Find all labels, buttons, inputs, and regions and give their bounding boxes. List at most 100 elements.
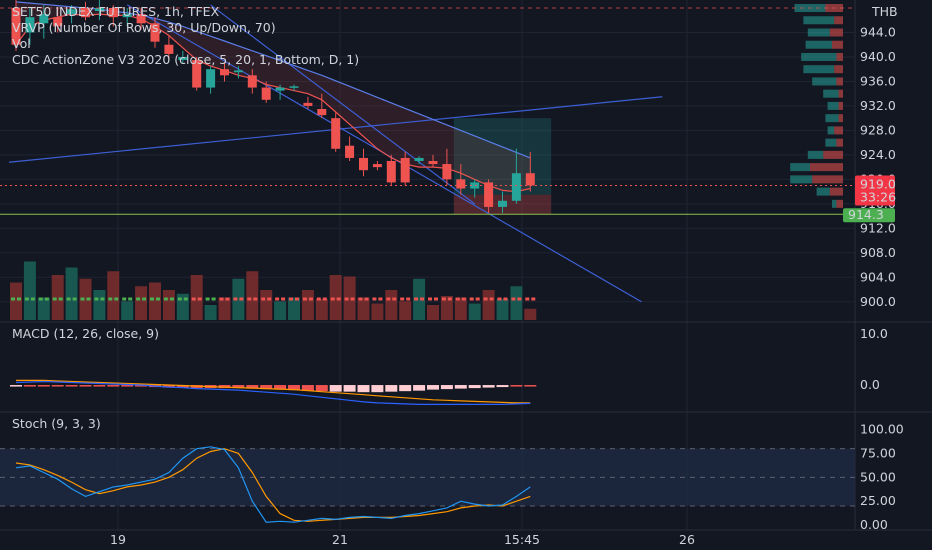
- stoch-tick-label: 0.00: [860, 517, 888, 532]
- volume-profile-down: [829, 187, 843, 196]
- macd-histogram-bar: [176, 385, 189, 388]
- volume-bar: [93, 290, 106, 320]
- macd-histogram-bar: [427, 385, 439, 390]
- macd-histogram-bar: [468, 385, 481, 389]
- candle-body: [525, 173, 535, 186]
- legend-vrvp[interactable]: VRVP (Number Of Rows, 30, Up/Down, 70): [12, 20, 276, 35]
- volume-profile-down: [829, 28, 843, 37]
- candle-body: [345, 145, 355, 158]
- volume-profile-up: [827, 126, 835, 135]
- macd-histogram-bar: [329, 385, 342, 392]
- macd-histogram-bar: [274, 385, 287, 390]
- legend-vol[interactable]: Vol: [12, 36, 31, 51]
- currency-label: THB: [871, 4, 898, 19]
- candle-body: [192, 60, 202, 88]
- volume-bar: [37, 297, 50, 320]
- candle-body: [178, 56, 188, 61]
- volume-profile-down: [812, 175, 843, 184]
- macd-histogram-bar: [413, 385, 426, 391]
- stoch-tick-label: 75.00: [860, 445, 896, 460]
- candle-body: [261, 87, 271, 100]
- volume-bar: [274, 301, 287, 320]
- macd-tick-label: 0.0: [860, 377, 880, 392]
- candle-body: [67, 9, 77, 15]
- candle-body: [94, 8, 104, 12]
- macd-histogram-bar: [79, 385, 92, 387]
- volume-profile-up: [825, 114, 839, 123]
- macd-histogram-bar: [454, 385, 467, 389]
- macd-histogram-bar: [510, 385, 523, 387]
- volume-profile-down: [838, 101, 843, 110]
- volume-profile-down: [834, 16, 843, 25]
- macd-histogram-bar: [524, 385, 537, 387]
- legend-symbol[interactable]: SET50 INDEX FUTURES, 1h, TFEX: [12, 4, 220, 19]
- candle-body: [331, 118, 341, 149]
- ma-fill-zone: [16, 1, 531, 192]
- volume-profile-up: [803, 16, 835, 25]
- time-tick-label: 19: [110, 532, 126, 547]
- candle-body: [164, 44, 174, 54]
- volume-profile-down: [834, 126, 843, 135]
- volume-profile-up: [805, 40, 832, 49]
- macd-histogram-bar: [440, 385, 453, 390]
- macd-histogram-bar: [93, 385, 106, 387]
- candle-body: [275, 87, 285, 91]
- candle-body: [220, 69, 229, 76]
- volume-bar: [107, 271, 120, 320]
- candle-body: [25, 17, 35, 33]
- volume-bar: [23, 261, 36, 320]
- macd-histogram-bar: [357, 385, 370, 393]
- price-tick-label: 908.0: [860, 245, 896, 260]
- candle-body: [511, 173, 521, 201]
- candle-body: [428, 161, 438, 165]
- position-target-zone: [453, 118, 552, 195]
- candle-body: [206, 69, 216, 88]
- volume-profile-up: [812, 77, 837, 86]
- candle-body: [289, 86, 299, 88]
- time-tick-label: 15:45: [504, 532, 540, 547]
- candle-body: [498, 200, 507, 207]
- volume-bar: [301, 290, 314, 320]
- candle-body: [414, 157, 424, 161]
- macd-histogram-bar: [10, 385, 22, 387]
- candle-body: [359, 157, 368, 171]
- macd-histogram-bar: [135, 385, 148, 387]
- volume-profile-up: [823, 89, 839, 98]
- price-tick-label: 928.0: [860, 122, 896, 137]
- legend-stoch[interactable]: Stoch (9, 3, 3): [12, 416, 101, 431]
- volume-profile-down: [823, 150, 843, 159]
- legend: SET50 INDEX FUTURES, 1h, TFEX VRVP (Numb…: [12, 4, 359, 68]
- candle-body: [247, 75, 257, 88]
- price-tick-label: 932.0: [860, 98, 896, 113]
- volume-bar: [343, 276, 356, 320]
- volume-bar: [315, 299, 328, 320]
- stoch-tick-label: 25.00: [860, 493, 896, 508]
- volume-bar: [246, 271, 259, 320]
- volume-bar: [524, 308, 537, 320]
- price-badge-bg: [855, 175, 895, 206]
- legend-cdc[interactable]: CDC ActionZone V3 2020 (close, 5, 20, 1,…: [12, 52, 360, 67]
- stoch-tick-label: 50.00: [860, 469, 896, 484]
- stoch-d-line: [15, 448, 531, 522]
- price-tick-label: 904.0: [860, 269, 896, 284]
- macd-histogram-bar: [37, 385, 50, 387]
- macd-histogram-bar: [232, 385, 245, 389]
- candle-body: [470, 182, 480, 189]
- macd-histogram-bar: [107, 385, 120, 387]
- macd-histogram-bar: [246, 385, 259, 389]
- candle-body: [53, 17, 63, 27]
- volume-profile-up: [827, 101, 839, 110]
- volume-bar: [329, 275, 342, 320]
- price-tick-label: 944.0: [860, 24, 896, 39]
- macd-histogram-bar: [385, 385, 398, 392]
- volume-bar: [51, 275, 64, 320]
- volume-bar: [190, 275, 203, 320]
- candle-body: [136, 14, 146, 24]
- volume-bar: [149, 282, 161, 320]
- volume-bar: [496, 299, 509, 320]
- legend-macd[interactable]: MACD (12, 26, close, 9): [12, 326, 159, 341]
- volume-profile-down: [836, 138, 843, 147]
- price-badge-value: 919.0: [860, 176, 896, 191]
- macd-histogram-bar: [51, 385, 64, 387]
